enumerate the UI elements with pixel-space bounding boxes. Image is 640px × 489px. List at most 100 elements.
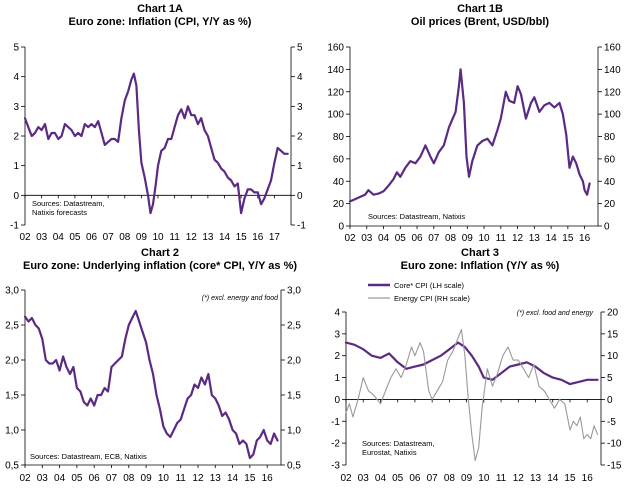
chart-3-x-tick-label: 05: [71, 473, 83, 484]
chart-1-right-tick-label: 5: [297, 43, 303, 54]
chart-3-left-tick-label: 2,0: [5, 356, 19, 367]
chart-1-x-tick-label: 10: [152, 232, 164, 243]
chart-3-right-tick-label: 2,0: [287, 356, 301, 367]
chart-4-left-tick-label: -1: [331, 417, 340, 428]
chart-1a-label: Chart 1A: [137, 3, 183, 15]
chart-4-note: (*) excl. food and energy: [517, 310, 594, 317]
chart-4-right-tick-label: 5: [607, 373, 613, 384]
chart-1b: Chart 1B Oil prices (Brent, USD/bbl) 0 20…: [320, 0, 640, 245]
chart-4-x-tick-label: 16: [582, 473, 594, 484]
chart-1-source: Natixis forecasts: [32, 208, 87, 217]
chart-4-right-tick-label: -5: [607, 417, 616, 428]
chart-3-x-tick-label: 16: [262, 473, 274, 484]
chart-1-x-tick-label: 08: [119, 232, 131, 243]
chart-1-x-tick-label: 02: [19, 232, 31, 243]
chart-3-left-tick-label: 0,5: [5, 461, 19, 472]
chart-1b-plot: 0204060801001201401600204060801001201401…: [327, 43, 621, 245]
chart-2-x-tick-label: 06: [411, 233, 423, 244]
chart-3-left-tick-label: 3,0: [5, 286, 19, 297]
chart-3-note: (*) excl. energy and food: [202, 295, 279, 302]
chart-3-x-tick-label: 12: [192, 473, 204, 484]
chart-4-right-tick-label: -15: [607, 461, 622, 472]
chart-2-x-tick-label: 16: [579, 233, 591, 244]
chart-2-x-tick-label: 10: [478, 233, 490, 244]
chart-3: Chart 3 Euro zone: Inflation (Y/Y as %) …: [320, 245, 640, 489]
chart-1-x-tick-label: 04: [53, 232, 65, 243]
chart-2-plot: 0,5 1,0 1,5 2,0 2,5 3,0 0,5 1,0 1,5 2,0 2,5 3,0 02 03…: [5, 286, 301, 485]
chart-2-left-tick-label: 0: [338, 222, 344, 233]
chart-4-legend-label: Core* CPI (LH scale): [394, 281, 465, 290]
chart-3-x-tick-label: 09: [141, 473, 153, 484]
chart-1-x-tick-label: 15: [236, 232, 248, 243]
chart-2-x-tick-label: 12: [512, 233, 524, 244]
chart-2: Chart 2 Euro zone: Underlying inflation …: [0, 245, 320, 489]
chart-4-x-tick-label: 09: [461, 473, 473, 484]
chart-3-x-tick-label: 15: [244, 473, 256, 484]
chart-4-left-tick-label: 2: [334, 351, 340, 362]
chart-1-x-tick-label: 09: [136, 232, 148, 243]
chart-1-left-tick-label: 1: [13, 161, 19, 172]
chart-3-left-tick-label: 2,5: [5, 321, 19, 332]
chart-4-x-tick-label: 10: [478, 473, 490, 484]
chart-3-title: Euro zone: Inflation (Y/Y as %): [400, 260, 560, 272]
chart-2-right-tick-label: 0: [604, 222, 610, 233]
chart-1-x-tick-label: 06: [86, 232, 98, 243]
chart-4-left-tick-label: -3: [331, 461, 340, 472]
chart-4-x-tick-label: 07: [427, 473, 439, 484]
chart-2-right-tick-label: 60: [604, 154, 616, 165]
chart-1-left-tick-label: 0: [13, 191, 19, 202]
chart-2-left-tick-label: 80: [333, 132, 345, 143]
chart-2-right-tick-label: 80: [604, 132, 616, 143]
chart-4-x-tick-label: 13: [530, 473, 542, 484]
chart-4-left-tick-label: 4: [334, 308, 340, 319]
chart-4-x-tick-label: 05: [392, 473, 404, 484]
chart-2-label: Chart 2: [141, 247, 179, 259]
chart-3-label: Chart 3: [461, 247, 499, 259]
chart-1-right-tick-label: 3: [297, 102, 303, 113]
chart-3-x-tick-label: 13: [210, 473, 222, 484]
chart-4-x-tick-label: 02: [340, 473, 352, 484]
chart-2-x-tick-label: 08: [445, 233, 457, 244]
chart-3-x-tick-label: 07: [106, 473, 118, 484]
chart-4-x-tick-label: 03: [358, 473, 370, 484]
chart-2-left-tick-label: 60: [333, 154, 345, 165]
chart-2-right-tick-label: 160: [604, 43, 621, 54]
chart-1a-title: Euro zone: Inflation (CPI, Y/Y as %): [68, 16, 252, 28]
chart-4-left-tick-label: -2: [331, 439, 340, 450]
chart-1-x-tick-label: 03: [36, 232, 48, 243]
chart-3-source: Sources: Datastream, ECB, Natixis: [30, 452, 147, 461]
chart-3-left-tick-label: 1,5: [5, 391, 19, 402]
chart-2-source: Sources: Datastream, Natixis: [368, 212, 465, 221]
chart-1a: Chart 1A Euro zone: Inflation (CPI, Y/Y …: [0, 0, 320, 245]
chart-2-left-tick-label: 40: [333, 177, 345, 188]
chart-3-x-tick-label: 06: [89, 473, 101, 484]
chart-1-right-tick-label: 4: [297, 72, 303, 83]
chart-3-series-core-cpi: [23, 309, 279, 460]
chart-4-x-tick-label: 06: [409, 473, 421, 484]
chart-2-x-tick-label: 02: [344, 233, 356, 244]
chart-1-left-tick-label: 2: [13, 132, 19, 143]
chart-4-x-tick-label: 04: [375, 473, 387, 484]
chart-3-x-tick-label: 02: [19, 473, 31, 484]
chart-1-source: Sources: Datastream,: [32, 199, 105, 208]
chart-1-x-tick-label: 14: [219, 232, 231, 243]
chart-1-x-tick-label: 12: [186, 232, 198, 243]
chart-4-left-tick-label: 1: [334, 373, 340, 384]
chart-1b-title: Oil prices (Brent, USD/bbl): [410, 16, 550, 28]
chart-4-right-tick-label: 0: [607, 395, 613, 406]
chart-1-x-tick-label: 05: [69, 232, 81, 243]
chart-2-x-tick-label: 05: [395, 233, 407, 244]
chart-3-x-tick-label: 04: [54, 473, 66, 484]
chart-1-left-tick-label: 3: [13, 102, 19, 113]
chart-2-left-tick-label: 100: [327, 110, 344, 121]
chart-2-x-tick-label: 11: [496, 233, 507, 244]
chart-2-left-tick-label: 140: [327, 65, 344, 76]
chart-2-right-tick-label: 120: [604, 87, 621, 98]
chart-1-left-tick-label: 5: [13, 43, 19, 54]
chart-1-series-cpi: [23, 72, 289, 215]
chart-4-x-tick-label: 12: [513, 473, 525, 484]
chart-1-x-tick-label: 13: [202, 232, 214, 243]
chart-3-left-tick-label: 1,0: [5, 426, 19, 437]
